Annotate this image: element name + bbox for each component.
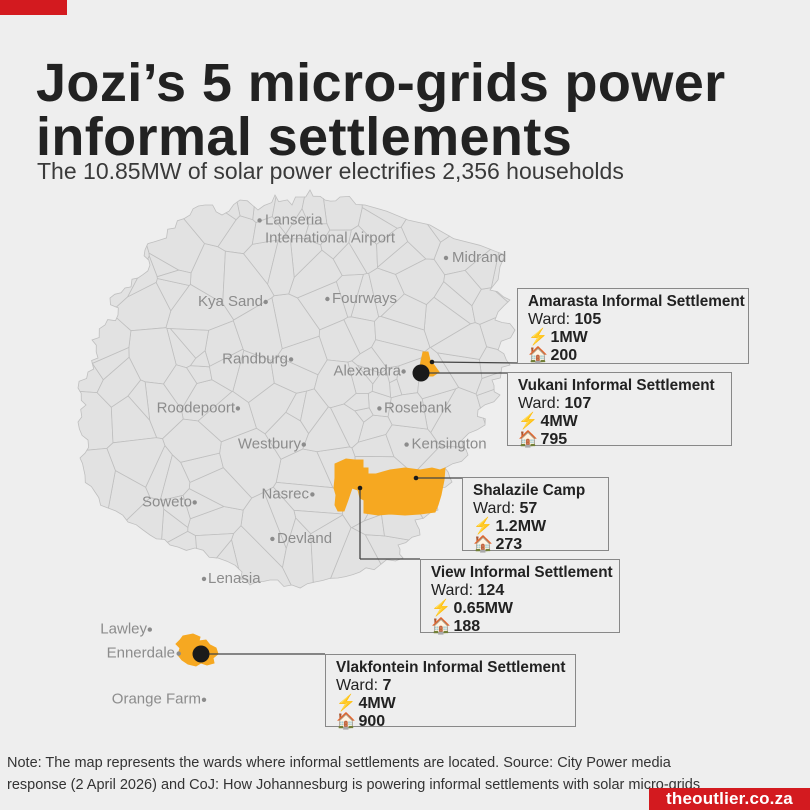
svg-text:Lanseria: Lanseria	[265, 212, 323, 229]
svg-text:Soweto: Soweto	[142, 494, 192, 511]
svg-text:Midrand: Midrand	[452, 249, 506, 266]
svg-text:Roodepoort: Roodepoort	[157, 400, 236, 417]
svg-text:Rosebank: Rosebank	[384, 400, 452, 417]
svg-text:Alexandra: Alexandra	[333, 363, 401, 380]
svg-text:Lenasia: Lenasia	[208, 570, 261, 587]
svg-text:Lawley: Lawley	[100, 621, 147, 638]
svg-text:Orange Farm: Orange Farm	[112, 691, 201, 708]
svg-text:Ennerdale: Ennerdale	[107, 645, 175, 662]
svg-text:Kensington: Kensington	[412, 436, 487, 453]
svg-text:International Airport: International Airport	[265, 230, 396, 247]
svg-text:Randburg: Randburg	[222, 351, 288, 368]
svg-text:Westbury: Westbury	[238, 436, 302, 453]
svg-text:Nasrec: Nasrec	[261, 486, 309, 503]
svg-text:Fourways: Fourways	[332, 290, 397, 307]
svg-text:Kya Sand: Kya Sand	[198, 293, 263, 310]
svg-text:Devland: Devland	[277, 530, 332, 547]
